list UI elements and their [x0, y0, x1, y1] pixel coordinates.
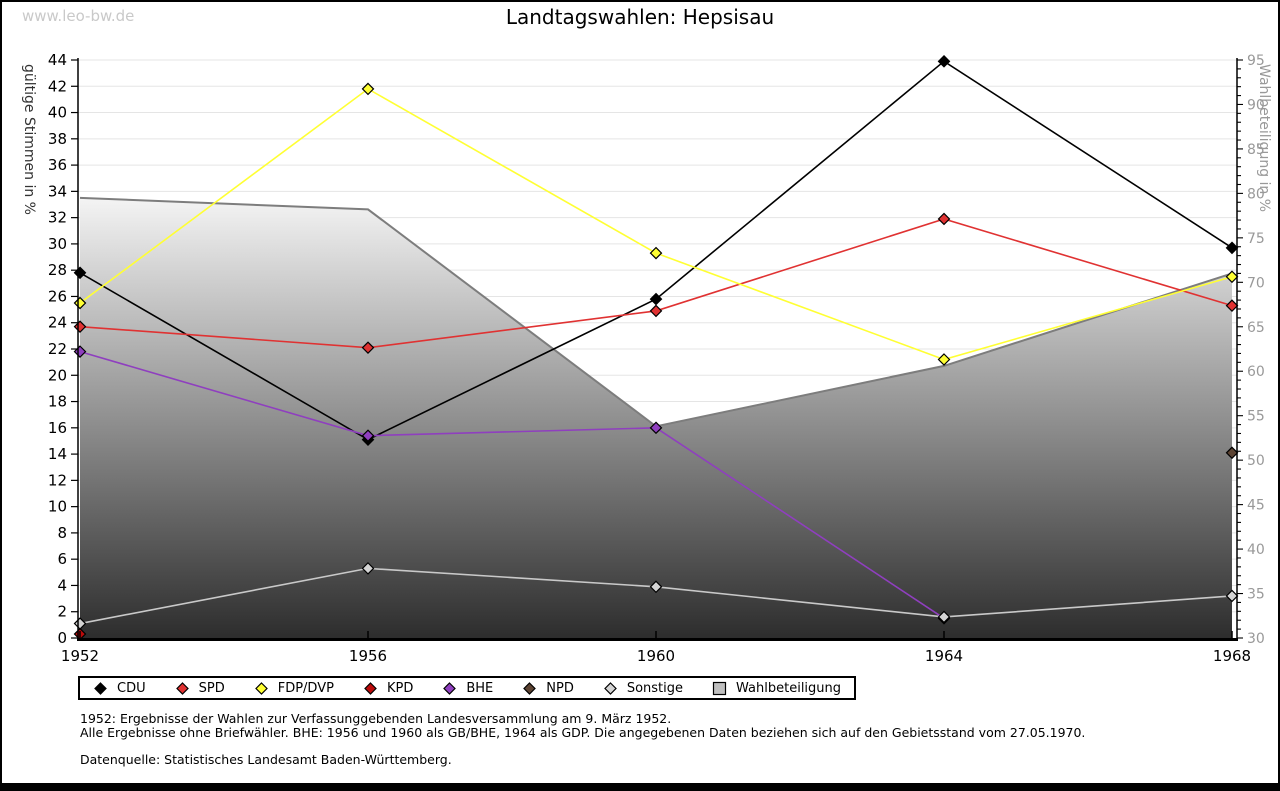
diamond-legend-icon	[443, 681, 457, 695]
svg-text:6: 6	[57, 550, 67, 568]
square-legend-icon	[712, 681, 727, 695]
marker-spd	[1225, 299, 1239, 312]
marker-sonstige	[361, 562, 375, 575]
svg-text:80: 80	[1247, 186, 1265, 202]
svg-text:1956: 1956	[349, 647, 387, 665]
svg-text:1964: 1964	[925, 647, 963, 665]
svg-text:12: 12	[48, 471, 67, 489]
svg-text:1960: 1960	[637, 647, 675, 665]
svg-text:45: 45	[1247, 498, 1265, 514]
svg-text:30: 30	[48, 235, 67, 253]
svg-text:60: 60	[1247, 364, 1265, 380]
legend-item-spd: SPD	[175, 681, 225, 696]
right-axis-title: Wahlbeteiligung in %	[1256, 64, 1272, 212]
svg-text:40: 40	[1247, 542, 1265, 558]
legend-label: Wahlbeteiligung	[736, 680, 842, 696]
axes: 0246810121416182022242628303234363840424…	[21, 51, 1272, 665]
turnout-area	[79, 196, 1233, 639]
watermark: www.leo-bw.de	[22, 7, 135, 25]
diamond-legend-icon	[523, 681, 537, 695]
marker-sonstige	[1225, 589, 1239, 603]
svg-text:40: 40	[48, 104, 67, 122]
svg-text:42: 42	[48, 77, 67, 95]
legend-label: NPD	[546, 680, 574, 696]
series-markers	[73, 54, 1239, 641]
marker-fdp-dvp	[937, 353, 951, 366]
marker-bhe	[361, 429, 375, 443]
diamond-legend-icon	[603, 681, 617, 695]
legend-item-fdp-dvp: FDP/DVP	[254, 681, 334, 696]
svg-text:95: 95	[1247, 53, 1265, 69]
svg-text:20: 20	[48, 366, 67, 384]
svg-text:34: 34	[48, 182, 67, 200]
svg-text:36: 36	[48, 156, 67, 174]
marker-cdu	[1225, 241, 1239, 255]
diamond-legend-icon	[254, 681, 268, 695]
legend-label: CDU	[117, 680, 146, 696]
svg-text:18: 18	[48, 393, 67, 411]
svg-text:55: 55	[1247, 409, 1265, 425]
svg-text:28: 28	[48, 261, 67, 279]
svg-text:14: 14	[48, 445, 67, 463]
svg-text:2: 2	[57, 603, 67, 621]
svg-text:4: 4	[57, 576, 67, 594]
svg-text:16: 16	[48, 419, 67, 437]
marker-fdp-dvp	[1225, 270, 1239, 284]
legend-item-bhe: BHE	[442, 681, 493, 696]
marker-spd	[649, 304, 663, 318]
svg-text:44: 44	[48, 51, 67, 69]
legend-item-npd: NPD	[522, 681, 574, 696]
marker-sonstige	[649, 580, 663, 594]
marker-npd	[1225, 446, 1239, 460]
legend-item-cdu: CDU	[93, 681, 146, 696]
marker-sonstige	[937, 610, 951, 624]
footnote-line-1: 1952: Ergebnisse der Wahlen zur Verfassu…	[80, 711, 672, 726]
svg-text:75: 75	[1247, 231, 1265, 247]
svg-text:24: 24	[48, 314, 67, 332]
data-source: Datenquelle: Statistisches Landesamt Bad…	[80, 752, 452, 767]
line-chart: 0246810121416182022242628303234363840424…	[21, 51, 1272, 665]
svg-text:90: 90	[1247, 97, 1265, 113]
svg-text:1952: 1952	[61, 647, 99, 665]
svg-text:22: 22	[48, 340, 67, 358]
diamond-legend-icon	[364, 681, 377, 695]
svg-text:0: 0	[57, 629, 67, 647]
legend-item-kpd: KPD	[363, 681, 413, 696]
svg-text:70: 70	[1247, 275, 1265, 291]
svg-text:85: 85	[1247, 142, 1265, 158]
svg-text:50: 50	[1247, 453, 1265, 469]
legend-label: KPD	[386, 680, 414, 696]
series-line-bhe	[79, 350, 945, 619]
legend-item-sonstige: Sonstige	[603, 681, 683, 696]
footnote: 1952: Ergebnisse der Wahlen zur Verfassu…	[80, 712, 1085, 739]
legend-label: Sonstige	[626, 680, 684, 696]
svg-text:30: 30	[1247, 631, 1265, 647]
svg-text:8: 8	[57, 524, 67, 542]
left-axis-title: gültige Stimmen in %	[21, 64, 37, 215]
svg-text:10: 10	[48, 498, 67, 516]
diamond-legend-icon	[175, 681, 189, 695]
svg-text:32: 32	[48, 209, 67, 227]
marker-fdp-dvp	[361, 82, 375, 96]
marker-spd	[361, 341, 375, 355]
legend-label: SPD	[198, 680, 225, 696]
marker-bhe	[649, 421, 663, 435]
legend-item-wahlbeteiligung: Wahlbeteiligung	[712, 681, 841, 696]
legend-label: FDP/DVP	[277, 680, 334, 696]
svg-text:65: 65	[1247, 320, 1265, 336]
footnote-line-2: Alle Ergebnisse ohne Briefwähler. BHE: 1…	[80, 724, 1086, 740]
page-title: Landtagswahlen: Hepsisau	[505, 5, 775, 29]
marker-cdu	[937, 54, 951, 68]
svg-text:35: 35	[1247, 587, 1265, 603]
diamond-legend-icon	[94, 681, 107, 695]
svg-text:26: 26	[48, 287, 67, 305]
marker-fdp-dvp	[649, 246, 663, 260]
marker-spd	[937, 212, 951, 226]
legend: CDU SPD FDP/DVP KPD BHE NPD Sonstige Wahlbeteil…	[78, 676, 857, 700]
svg-text:38: 38	[48, 130, 67, 148]
legend-label: BHE	[466, 680, 494, 696]
svg-text:1968: 1968	[1213, 647, 1251, 665]
